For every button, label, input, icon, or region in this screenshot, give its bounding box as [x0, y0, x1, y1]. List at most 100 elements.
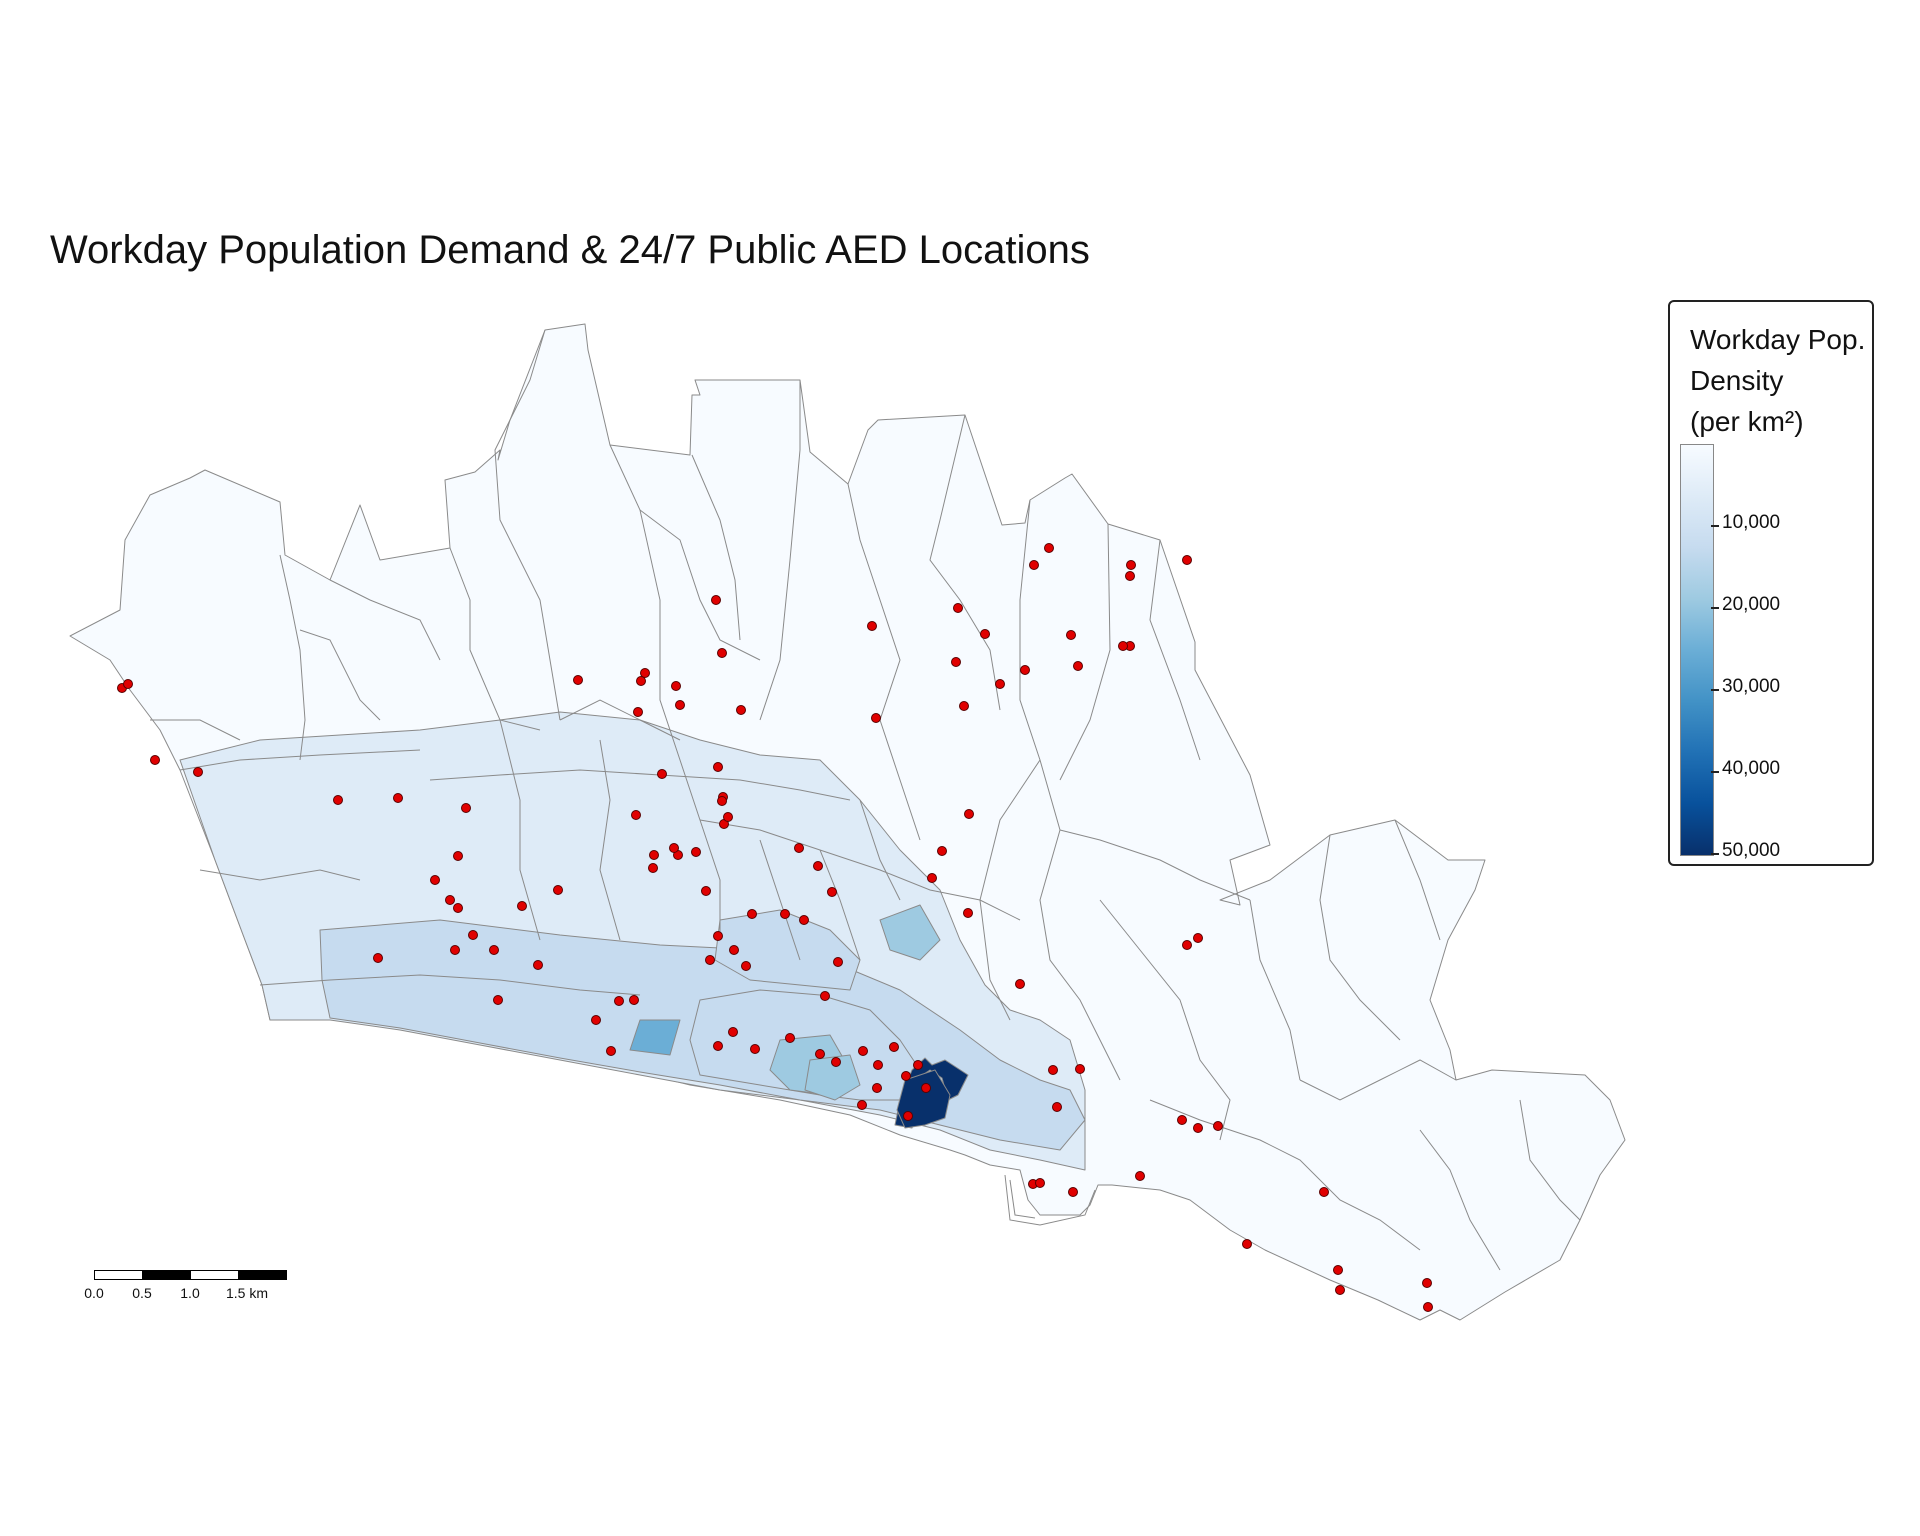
- internal-boundary: [1419, 1129, 1501, 1271]
- aed-marker: [713, 1041, 723, 1051]
- legend-title-line1: Workday Pop.: [1690, 324, 1866, 355]
- aed-marker: [921, 1083, 931, 1093]
- internal-boundary: [1059, 829, 1251, 901]
- aed-marker: [728, 1027, 738, 1037]
- aed-marker: [193, 767, 203, 777]
- aed-marker: [729, 945, 739, 955]
- aed-marker: [636, 676, 646, 686]
- map-regions: [69, 323, 1626, 1321]
- aed-marker: [713, 762, 723, 772]
- aed-marker: [453, 903, 463, 913]
- aed-marker: [701, 886, 711, 896]
- map-boundaries: [150, 329, 1581, 1271]
- aed-marker: [1044, 543, 1054, 553]
- aed-marker: [631, 810, 641, 820]
- aed-marker: [533, 960, 543, 970]
- aed-marker: [927, 873, 937, 883]
- aed-marker: [1193, 1123, 1203, 1133]
- marina-outline: [1004, 1174, 1096, 1226]
- aed-marker: [951, 657, 961, 667]
- aed-marker: [1333, 1265, 1343, 1275]
- aed-marker: [964, 809, 974, 819]
- region-central-north: [714, 909, 861, 991]
- aed-marker: [1075, 1064, 1085, 1074]
- legend-colorbar: [1680, 444, 1714, 856]
- internal-boundary: [1249, 899, 1301, 1081]
- aed-marker: [872, 1083, 882, 1093]
- aed-marker: [450, 945, 460, 955]
- scale-bar-segment: [94, 1270, 143, 1280]
- aed-marker: [827, 887, 837, 897]
- aed-marker: [780, 909, 790, 919]
- legend-title-line2: Density: [1690, 365, 1784, 396]
- aed-marker: [614, 996, 624, 1006]
- aed-marker: [1068, 1187, 1078, 1197]
- internal-boundary: [1519, 1099, 1581, 1221]
- internal-boundary: [449, 547, 541, 731]
- aed-marker: [794, 843, 804, 853]
- aed-marker: [591, 1015, 601, 1025]
- aed-marker: [959, 701, 969, 711]
- aed-marker: [980, 629, 990, 639]
- legend-tick-20000: 20,000: [1722, 594, 1781, 615]
- aed-marker: [123, 679, 133, 689]
- aed-marker: [1182, 940, 1192, 950]
- legend-title-line3: (per km²): [1690, 406, 1804, 437]
- aed-marker: [705, 955, 715, 965]
- aed-marker: [675, 700, 685, 710]
- marina-inner: [1009, 1179, 1036, 1219]
- aed-marker: [430, 875, 440, 885]
- legend-tick-30000: 30,000: [1722, 676, 1781, 697]
- aed-marker: [517, 901, 527, 911]
- aed-marker: [1118, 641, 1128, 651]
- internal-boundary: [1099, 899, 1231, 1141]
- aed-marker: [1182, 555, 1192, 565]
- internal-boundary: [279, 554, 306, 761]
- internal-boundary: [609, 444, 701, 821]
- aed-marker: [750, 1044, 760, 1054]
- internal-boundary: [639, 509, 761, 661]
- aed-marker: [889, 1042, 899, 1052]
- aed-marker: [333, 795, 343, 805]
- aed-marker: [373, 953, 383, 963]
- internal-boundary: [299, 629, 381, 721]
- aed-marker: [1073, 661, 1083, 671]
- aed-marker: [669, 843, 679, 853]
- aed-marker: [648, 863, 658, 873]
- aed-marker: [657, 769, 667, 779]
- aed-marker: [489, 945, 499, 955]
- aed-marker: [445, 895, 455, 905]
- aed-marker: [833, 957, 843, 967]
- aed-marker: [717, 648, 727, 658]
- region-mid-density: [804, 1054, 861, 1101]
- aed-marker: [723, 812, 733, 822]
- aed-marker: [453, 851, 463, 861]
- aed-marker: [963, 908, 973, 918]
- aed-marker: [1422, 1278, 1432, 1288]
- scale-label-1-5km: 1.5 km: [225, 1285, 269, 1301]
- scale-label-0-5: 0.5: [132, 1285, 152, 1301]
- aed-marker: [1193, 933, 1203, 943]
- aed-marker: [713, 931, 723, 941]
- internal-boundary: [879, 719, 921, 841]
- aed-marker: [1135, 1171, 1145, 1181]
- aed-marker: [468, 930, 478, 940]
- aed-marker: [1213, 1121, 1223, 1131]
- internal-boundary: [819, 849, 861, 961]
- aed-marker: [1035, 1178, 1045, 1188]
- aed-marker: [813, 861, 823, 871]
- map-title: Workday Population Demand & 24/7 Public …: [50, 228, 1090, 272]
- legend-tick-50000: 50,000: [1722, 840, 1781, 861]
- aed-marker: [867, 621, 877, 631]
- internal-boundary: [859, 799, 901, 901]
- aed-marker: [903, 1111, 913, 1121]
- aed-marker: [1242, 1239, 1252, 1249]
- aed-marker: [553, 885, 563, 895]
- internal-boundary: [1299, 1059, 1457, 1101]
- internal-boundary: [329, 579, 441, 661]
- aed-marker: [741, 961, 751, 971]
- internal-boundary: [199, 869, 361, 881]
- aed-marker: [629, 995, 639, 1005]
- aed-marker: [1335, 1285, 1345, 1295]
